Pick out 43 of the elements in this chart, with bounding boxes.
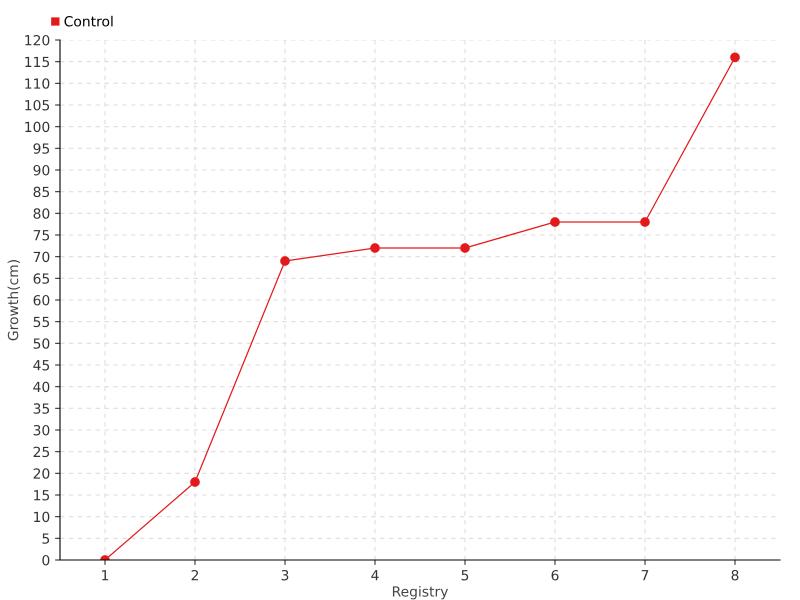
x-tick-label: 5 — [462, 570, 468, 580]
x-tick-label: 7 — [642, 570, 648, 580]
y-tick-label: 25 — [34, 446, 50, 458]
y-axis-title: Growth(cm) — [8, 260, 20, 340]
y-tick-label: 60 — [34, 294, 50, 306]
x-tick-label: 2 — [192, 570, 198, 580]
x-tick-label: 6 — [552, 570, 559, 580]
y-tick-label: 120 — [25, 34, 50, 46]
y-tick-label: 10 — [34, 512, 50, 522]
point — [730, 52, 740, 62]
y-tick-label: 40 — [33, 382, 50, 392]
y-tick-label: 35 — [34, 403, 50, 414]
y-tick-label: 75 — [34, 230, 50, 240]
x-tick-label: 1 — [102, 570, 108, 580]
y-tick-label: 90 — [33, 164, 50, 176]
y-tick-label: 70 — [34, 252, 50, 262]
point — [190, 477, 200, 487]
y-tick-label: 100 — [25, 122, 50, 132]
y-tick-label: 15 — [34, 490, 50, 500]
y-tick-label: 105 — [25, 100, 50, 110]
y-tick-label: 80 — [34, 208, 50, 219]
point — [460, 243, 470, 253]
x-tick-label: 8 — [732, 570, 738, 580]
y-tick-label: 55 — [34, 316, 50, 328]
y-tick-label: 20 — [34, 468, 50, 479]
point — [550, 217, 560, 227]
y-tick-label: 110 — [25, 78, 50, 89]
point — [280, 256, 290, 266]
legend-label: Control — [64, 16, 113, 27]
y-tick-label: 5 — [42, 533, 50, 544]
point — [370, 243, 380, 253]
y-tick-label: 95 — [33, 143, 50, 154]
y-tick-label: 85 — [34, 186, 50, 198]
x-axis-title: Registry — [392, 586, 448, 600]
y-tick-label: 65 — [34, 273, 50, 284]
y-tick-label: 50 — [34, 338, 50, 349]
y-tick-label: 0 — [42, 554, 50, 566]
y-tick-label: 30 — [34, 424, 50, 436]
y-tick-label: 45 — [33, 360, 50, 370]
y-tick-label: 115 — [25, 56, 50, 68]
point — [640, 217, 650, 227]
x-tick-label: 4 — [371, 570, 379, 580]
x-tick-label: 3 — [282, 570, 288, 580]
